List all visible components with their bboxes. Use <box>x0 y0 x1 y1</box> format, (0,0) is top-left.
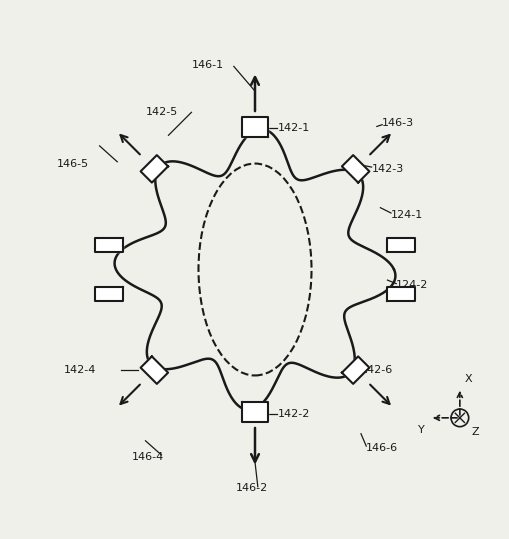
Text: 146-6: 146-6 <box>365 443 398 453</box>
Polygon shape <box>386 287 414 301</box>
Text: 146-5: 146-5 <box>57 158 89 169</box>
Text: 146-4: 146-4 <box>131 452 163 462</box>
Polygon shape <box>386 238 414 252</box>
Text: Y: Y <box>417 425 423 435</box>
Text: Z: Z <box>470 427 478 437</box>
Polygon shape <box>341 356 369 384</box>
Text: 142-3: 142-3 <box>371 164 403 174</box>
Polygon shape <box>140 356 168 384</box>
Polygon shape <box>95 238 123 252</box>
Polygon shape <box>241 118 268 137</box>
Text: 142-6: 142-6 <box>360 365 392 375</box>
Text: 146-3: 146-3 <box>381 118 413 128</box>
Text: 124-1: 124-1 <box>390 210 422 220</box>
Text: 146-2: 146-2 <box>235 483 267 494</box>
Polygon shape <box>241 402 268 421</box>
Polygon shape <box>140 155 168 183</box>
Text: 142-4: 142-4 <box>64 365 97 375</box>
Polygon shape <box>95 287 123 301</box>
Text: 142-1: 142-1 <box>277 123 309 133</box>
Polygon shape <box>341 155 369 183</box>
Text: 124-2: 124-2 <box>395 280 428 291</box>
Text: 142-2: 142-2 <box>277 409 309 419</box>
Text: 146-1: 146-1 <box>191 60 223 70</box>
Text: X: X <box>464 374 472 384</box>
Text: 142-5: 142-5 <box>145 107 178 118</box>
